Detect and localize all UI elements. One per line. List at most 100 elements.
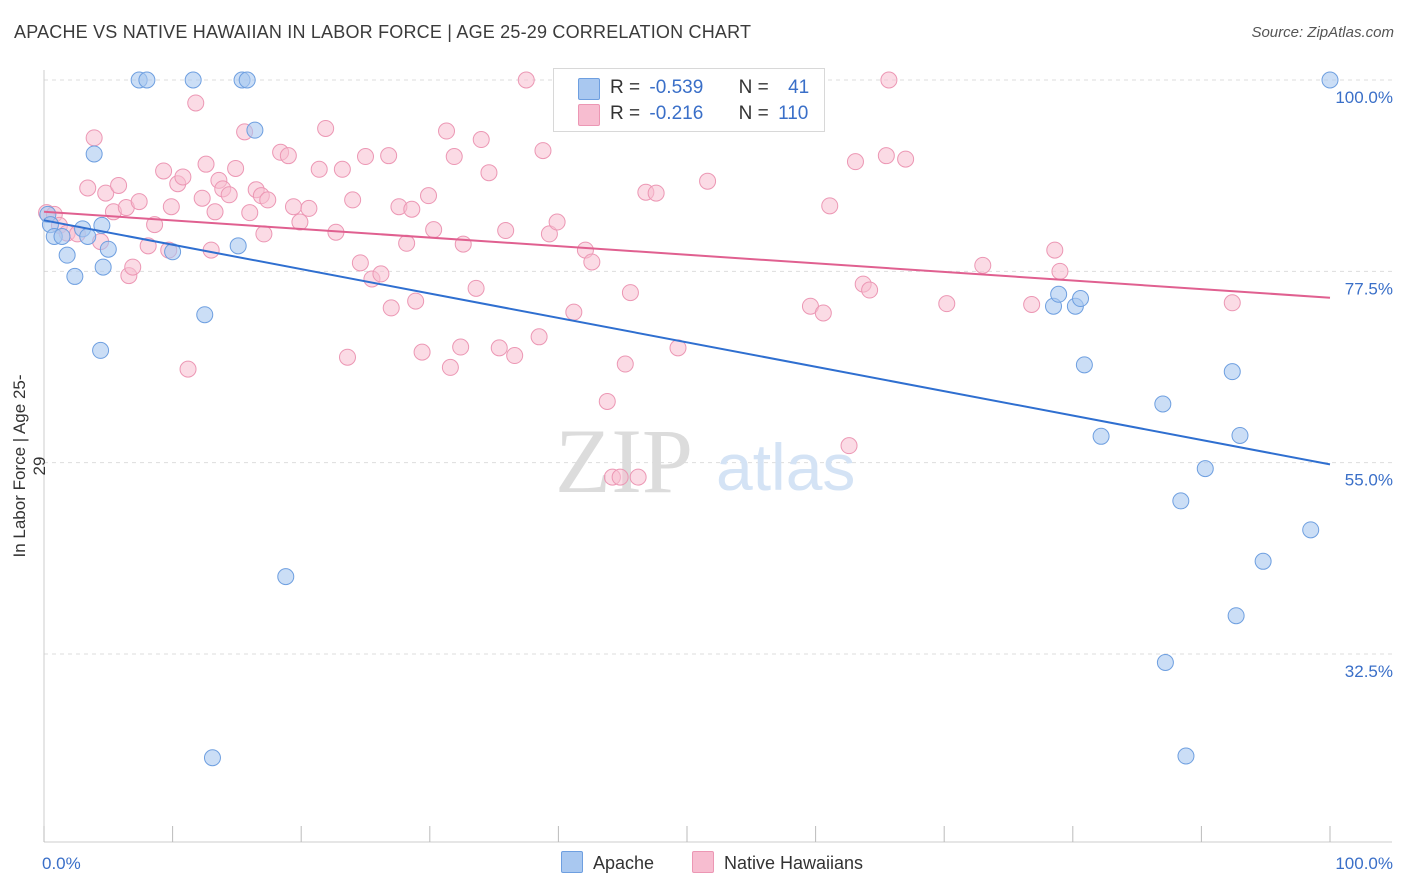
- apache-point: [1231, 426, 1249, 444]
- watermark-atlas: atlas: [716, 430, 855, 504]
- grid-lines: [44, 79, 1392, 655]
- apache-point: [99, 240, 117, 258]
- apache-point: [1050, 285, 1068, 303]
- apache-point: [85, 145, 103, 163]
- apache-legend-swatch: [561, 851, 583, 873]
- y-tick-label: 55.0%: [1345, 471, 1393, 490]
- apache-point: [203, 749, 221, 767]
- apache-point: [1223, 363, 1241, 381]
- hawaiian-point: [846, 153, 864, 171]
- apache-point: [229, 237, 247, 255]
- source-credit: Source: ZipAtlas.com: [1251, 24, 1394, 41]
- apache-point: [1172, 492, 1190, 510]
- hawaiian-point: [506, 347, 524, 365]
- apache-point: [1321, 71, 1339, 89]
- legend-r-label: R =: [610, 103, 641, 124]
- hawaiian-point: [472, 131, 490, 149]
- axes: [43, 70, 1392, 843]
- hawaiian-point: [380, 147, 398, 165]
- hawaiian-point: [452, 338, 470, 356]
- hawaiian-point: [155, 162, 173, 180]
- hawaiian-point: [372, 265, 390, 283]
- apache-point: [93, 216, 111, 234]
- apache-point: [79, 227, 97, 245]
- apache-point: [1196, 460, 1214, 478]
- y-tick-label: 77.5%: [1345, 279, 1393, 298]
- hawaiian-point: [179, 360, 197, 378]
- hawaiian-point: [241, 204, 259, 222]
- hawaiian-point: [490, 339, 508, 357]
- hawaiian-point: [616, 355, 634, 373]
- apache-point: [196, 306, 214, 324]
- hawaiian-point: [821, 197, 839, 215]
- hawaiian-legend-swatch: [692, 851, 714, 873]
- hawaiian-point: [344, 191, 362, 209]
- hawaiian-point: [1023, 295, 1041, 313]
- apache-point: [1302, 521, 1320, 539]
- hawaiian-legend-label: Native Hawaiians: [724, 853, 864, 873]
- apache-point: [1177, 747, 1195, 765]
- hawaiian-point: [206, 203, 224, 221]
- hawaiian-point: [197, 155, 215, 173]
- hawaiian-point: [441, 358, 459, 376]
- hawaiian-point: [565, 303, 583, 321]
- hawaiian-point: [97, 184, 115, 202]
- apache-point: [1075, 356, 1093, 374]
- hawaiian-point: [420, 187, 438, 205]
- hawaiian-point: [85, 129, 103, 147]
- watermark-zip: ZIP: [555, 410, 693, 512]
- apache-point: [184, 71, 202, 89]
- hawaiian-point: [534, 142, 552, 160]
- hawaiian-point: [517, 71, 535, 89]
- legend-n-label: N =: [738, 77, 769, 98]
- chart-title: APACHE VS NATIVE HAWAIIAN IN LABOR FORCE…: [14, 22, 752, 42]
- apache-r-value: -0.539: [649, 77, 704, 98]
- y-tick-label: 32.5%: [1345, 662, 1393, 681]
- hawaiian-point: [351, 254, 369, 272]
- hawaiian-point: [174, 168, 192, 186]
- apache-point: [92, 341, 110, 359]
- hawaiian-trend-line: [43, 210, 1331, 299]
- hawaiian-point: [540, 225, 558, 243]
- y-axis-label: In Labor Force | Age 25-29: [10, 374, 49, 558]
- hawaiian-point: [497, 222, 515, 240]
- hawaiian-point: [974, 256, 992, 274]
- hawaiian-point: [79, 179, 97, 197]
- hawaiian-point: [382, 299, 400, 317]
- hawaiian-point: [425, 221, 443, 239]
- hawaiian-point: [291, 213, 309, 231]
- hawaiian-point: [193, 189, 211, 207]
- watermark: ZIP atlas: [555, 410, 855, 512]
- hawaiian-point: [467, 279, 485, 297]
- hawaiian-point: [897, 150, 915, 168]
- hawaiian-point: [583, 253, 601, 271]
- hawaiian-point: [300, 199, 318, 217]
- hawaiian-point: [840, 437, 858, 455]
- apache-point: [66, 267, 84, 285]
- hawaiian-point: [259, 191, 277, 209]
- hawaiian-point: [548, 213, 566, 231]
- hawaiian-point: [938, 295, 956, 313]
- apache-trend-line: [43, 219, 1331, 466]
- hawaiian-point: [398, 234, 416, 252]
- apache-point: [1092, 427, 1110, 445]
- apache-point: [1156, 654, 1174, 672]
- apache-points: [39, 71, 1339, 767]
- hawaiian-point: [621, 284, 639, 302]
- hawaiian-point: [880, 71, 898, 89]
- apache-point: [138, 71, 156, 89]
- apache-point: [58, 246, 76, 264]
- apache-point: [1154, 395, 1172, 413]
- apache-point: [238, 71, 256, 89]
- hawaiian-point: [110, 176, 128, 194]
- hawaiian-point: [699, 172, 717, 190]
- apache-n-value: 41: [788, 77, 810, 98]
- hawaiian-point: [310, 160, 328, 178]
- hawaiian-point: [629, 468, 647, 486]
- hawaiian-swatch: [578, 104, 600, 126]
- hawaiian-r-value: -0.216: [649, 103, 704, 124]
- correlation-legend: R = -0.539 N = 41 R = -0.216 N = 110: [553, 68, 825, 132]
- hawaiian-point: [146, 216, 164, 234]
- apache-point: [246, 121, 264, 139]
- tick-labels: 32.5% 55.0% 77.5% 100.0% 0.0% 100.0%: [42, 88, 1393, 873]
